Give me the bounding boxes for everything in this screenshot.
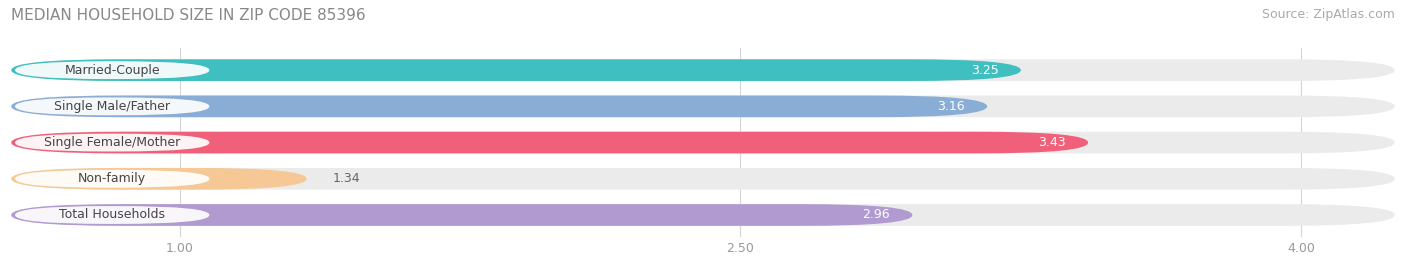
FancyBboxPatch shape	[11, 204, 1395, 226]
Text: 2.96: 2.96	[862, 208, 890, 221]
Text: 1.34: 1.34	[333, 172, 360, 185]
FancyBboxPatch shape	[11, 168, 1395, 190]
Text: Source: ZipAtlas.com: Source: ZipAtlas.com	[1261, 8, 1395, 21]
Text: Single Female/Mother: Single Female/Mother	[44, 136, 180, 149]
Text: 3.43: 3.43	[1038, 136, 1066, 149]
Text: MEDIAN HOUSEHOLD SIZE IN ZIP CODE 85396: MEDIAN HOUSEHOLD SIZE IN ZIP CODE 85396	[11, 8, 366, 23]
FancyBboxPatch shape	[15, 97, 209, 115]
Text: Non-family: Non-family	[79, 172, 146, 185]
Text: Single Male/Father: Single Male/Father	[55, 100, 170, 113]
Text: 3.16: 3.16	[938, 100, 965, 113]
FancyBboxPatch shape	[15, 206, 209, 224]
FancyBboxPatch shape	[15, 170, 209, 188]
FancyBboxPatch shape	[11, 168, 307, 190]
FancyBboxPatch shape	[15, 134, 209, 151]
FancyBboxPatch shape	[11, 95, 1395, 117]
Text: Total Households: Total Households	[59, 208, 166, 221]
FancyBboxPatch shape	[11, 132, 1088, 153]
Text: Married-Couple: Married-Couple	[65, 64, 160, 77]
FancyBboxPatch shape	[11, 204, 912, 226]
Text: 3.25: 3.25	[970, 64, 998, 77]
FancyBboxPatch shape	[11, 59, 1021, 81]
FancyBboxPatch shape	[11, 95, 987, 117]
FancyBboxPatch shape	[11, 132, 1395, 153]
FancyBboxPatch shape	[11, 59, 1395, 81]
FancyBboxPatch shape	[15, 61, 209, 79]
